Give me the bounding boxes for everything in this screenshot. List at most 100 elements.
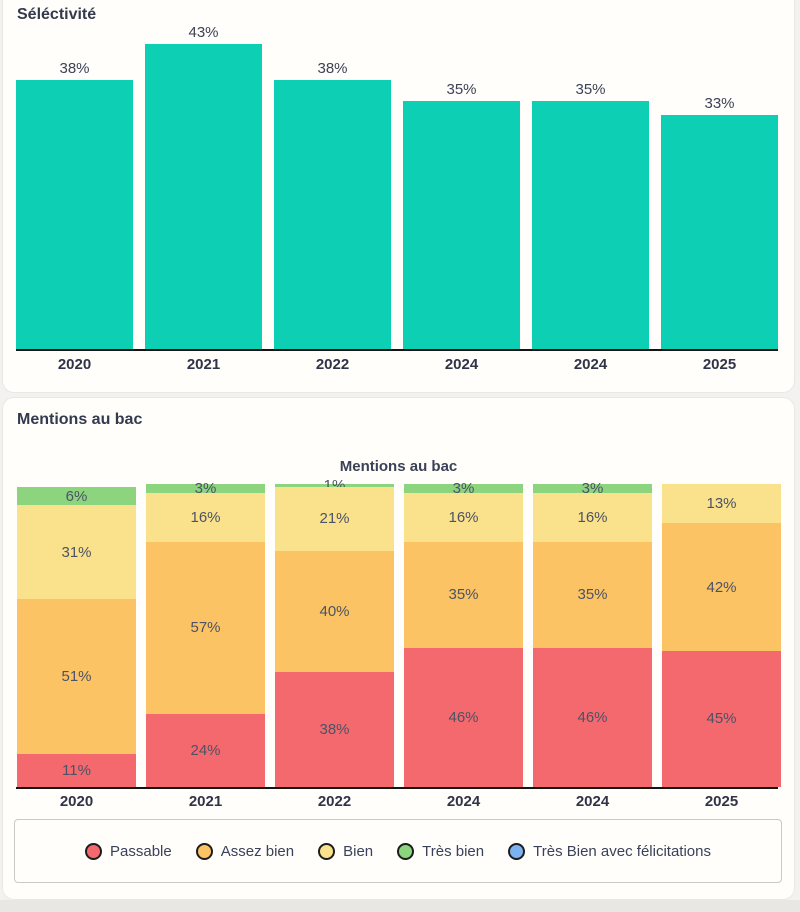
legend-marker-icon [397, 842, 415, 860]
segment-value-label: 16% [190, 508, 221, 526]
selectivity-bar-group-2022: 38% [274, 38, 391, 349]
segment-bien[interactable]: 16% [404, 493, 523, 542]
segment-value-label: 51% [61, 667, 92, 685]
segment-tres-bien[interactable]: 3% [533, 480, 652, 498]
mentions-stacked-bar-2021[interactable]: 24% 57% 16% 3% [146, 480, 265, 787]
legend-label: Passable [110, 842, 172, 860]
mentions-stacked-bar-2022[interactable]: 38% 40% 21% 1% [275, 478, 394, 787]
segment-tres-bien[interactable]: 3% [146, 480, 265, 498]
segment-value-label: 24% [190, 742, 221, 760]
segment-value-label: 21% [319, 510, 350, 528]
legend-item-assez-bien[interactable]: Assez bien [195, 842, 295, 860]
selectivity-bar-2024[interactable] [532, 100, 649, 349]
mentions-section-title: Mentions au bac [17, 411, 143, 428]
selectivity-bar-group-2025: 33% [661, 38, 778, 349]
selectivity-bar-2024[interactable] [403, 100, 520, 349]
segment-passable[interactable]: 46% [533, 647, 652, 787]
segment-passable[interactable]: 38% [275, 671, 394, 787]
bar-value-label: 35% [575, 80, 606, 98]
x-axis-label: 2024 [444, 356, 479, 373]
selectivity-bar-group-2020: 38% [16, 38, 133, 349]
segment-value-label: 3% [581, 480, 604, 498]
mentions-stacked-bar-2025[interactable]: 45% 42% 13% [662, 484, 781, 787]
segment-value-label: 31% [61, 543, 92, 561]
legend-item-bien[interactable]: Bien [318, 842, 374, 860]
segment-value-label: 46% [448, 708, 479, 726]
x-axis-label: 2024 [575, 793, 610, 810]
segment-value-label: 45% [706, 710, 737, 728]
segment-value-label: 46% [577, 708, 608, 726]
segment-bien[interactable]: 16% [146, 493, 265, 542]
segment-value-label: 3% [194, 480, 217, 498]
segment-assez-bien[interactable]: 35% [404, 541, 523, 648]
mentions-stacked-bar-2020[interactable]: 11% 51% 31% 6% [17, 487, 136, 787]
selectivity-bar-group-2024: 35% [532, 38, 649, 349]
segment-tres-bien[interactable]: 3% [404, 480, 523, 498]
segment-passable[interactable]: 46% [404, 647, 523, 787]
legend-label: Assez bien [220, 842, 295, 860]
selectivity-card: Séléctivité 38% 43% 38% 35% 35% 33% 2020 2021 2… [2, 0, 795, 393]
segment-value-label: 42% [706, 578, 737, 596]
bar-value-label: 35% [446, 80, 477, 98]
chart-legend: Passable Assez bien Bien Très bien Très Bien… [14, 819, 782, 883]
segment-value-label: 16% [577, 508, 608, 526]
selectivity-bar-2021[interactable] [145, 44, 262, 349]
selectivity-bar-group-2024: 35% [403, 38, 520, 349]
legend-marker-icon [318, 842, 336, 860]
segment-passable[interactable]: 11% [17, 753, 136, 787]
selectivity-bar-chart: 38% 43% 38% 35% 35% 33% [16, 25, 778, 349]
mentions-stacked-chart: 11% 51% 31% 6% 24% 57% 16% 3% 38% 40% 21% 1% 46% 35% 1… [17, 478, 781, 787]
bar-value-label: 43% [188, 24, 219, 42]
selectivity-bar-group-2021: 43% [145, 25, 262, 349]
mentions-chart-title: Mentions au bac [339, 458, 458, 475]
segment-assez-bien[interactable]: 42% [662, 523, 781, 651]
segment-passable[interactable]: 24% [146, 714, 265, 787]
mentions-card: Mentions au bac Mentions au bac 11% 51% 31… [2, 397, 795, 900]
selectivity-bar-2022[interactable] [274, 79, 391, 349]
legend-label: Très bien [422, 842, 485, 860]
legend-item-tres-bien-avec-felicitations[interactable]: Très Bien avec félicitations [508, 842, 711, 860]
x-axis-label: 2024 [573, 356, 608, 373]
segment-bien[interactable]: 21% [275, 487, 394, 551]
mentions-stacked-bar-2024[interactable]: 46% 35% 16% 3% [533, 480, 652, 787]
legend-marker-icon [195, 842, 213, 860]
x-axis-label: 2022 [317, 793, 352, 810]
segment-value-label: 38% [319, 720, 350, 738]
segment-bien[interactable]: 16% [533, 493, 652, 542]
segment-tres-bien[interactable]: 6% [17, 487, 136, 506]
segment-assez-bien[interactable]: 35% [533, 541, 652, 648]
mentions-x-axis-labels: 2020 2021 2022 2024 2024 2025 [17, 793, 781, 810]
segment-value-label: 16% [448, 508, 479, 526]
selectivity-section-title: Séléctivité [17, 6, 97, 23]
selectivity-x-axis-line [16, 349, 778, 351]
legend-label: Bien [343, 842, 374, 860]
segment-value-label: 57% [190, 619, 221, 637]
page-bottom-strip [0, 900, 800, 912]
segment-value-label: 3% [452, 480, 475, 498]
x-axis-label: 2025 [704, 793, 739, 810]
segment-assez-bien[interactable]: 51% [17, 599, 136, 754]
legend-item-passable[interactable]: Passable [85, 842, 172, 860]
x-axis-label: 2021 [186, 356, 221, 373]
selectivity-bar-2025[interactable] [661, 115, 778, 349]
x-axis-label: 2024 [446, 793, 481, 810]
segment-bien[interactable]: 13% [662, 484, 781, 524]
bar-value-label: 33% [704, 95, 735, 113]
bar-value-label: 38% [317, 59, 348, 77]
mentions-stacked-bar-2024[interactable]: 46% 35% 16% 3% [404, 480, 523, 787]
selectivity-bar-2020[interactable] [16, 79, 133, 349]
segment-value-label: 40% [319, 602, 350, 620]
segment-value-label: 35% [577, 586, 608, 604]
segment-value-label: 35% [448, 586, 479, 604]
selectivity-x-axis-labels: 2020 2021 2022 2024 2024 2025 [16, 356, 778, 373]
segment-bien[interactable]: 31% [17, 505, 136, 600]
segment-passable[interactable]: 45% [662, 650, 781, 787]
legend-item-tres-bien[interactable]: Très bien [397, 842, 485, 860]
segment-assez-bien[interactable]: 57% [146, 541, 265, 715]
segment-assez-bien[interactable]: 40% [275, 550, 394, 672]
segment-value-label: 11% [62, 761, 91, 779]
legend-marker-icon [508, 842, 526, 860]
x-axis-label: 2021 [188, 793, 223, 810]
legend-marker-icon [85, 842, 103, 860]
x-axis-label: 2020 [57, 356, 92, 373]
